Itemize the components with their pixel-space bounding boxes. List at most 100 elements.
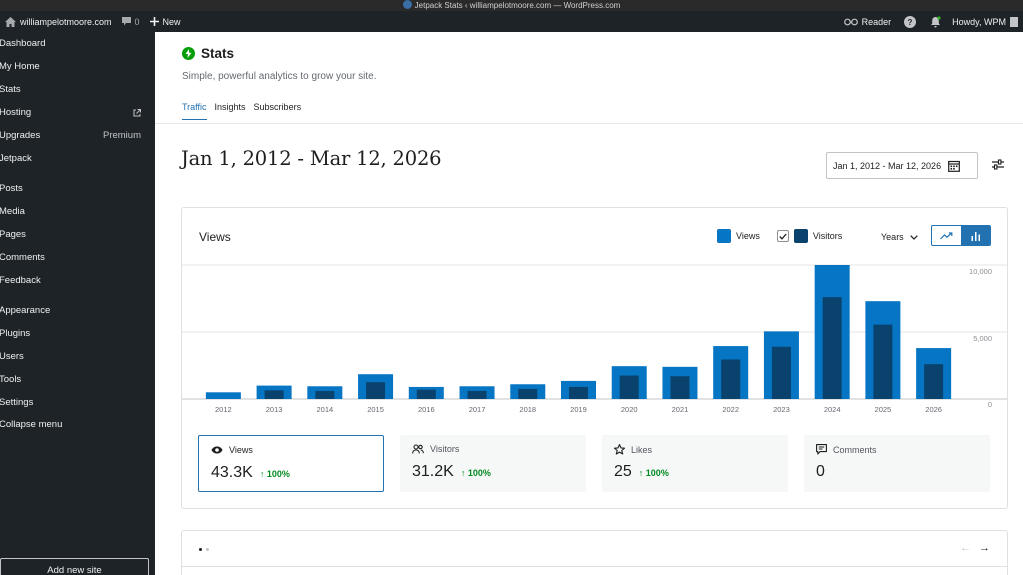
stat-card-views[interactable]: Views 43.3K ↑ 100%	[198, 435, 384, 492]
line-chart-toggle[interactable]	[932, 226, 961, 245]
visitors-bar	[721, 359, 741, 399]
sidebar-item-pages[interactable]: Pages	[0, 226, 155, 244]
stat-label: Visitors	[430, 444, 460, 454]
card-divider	[182, 566, 1007, 567]
stats-summary-row: Views 43.3K ↑ 100% Visitors 31.2K ↑ 100%	[198, 435, 990, 492]
sidebar-item-label: Tools	[0, 374, 22, 385]
sidebar-item-hosting[interactable]: Hosting	[0, 104, 155, 122]
x-tick-label: 2018	[519, 405, 536, 414]
sidebar-item-label: Settings	[0, 397, 34, 408]
visitors-bar	[619, 375, 639, 399]
next-arrow-icon[interactable]: →	[979, 542, 990, 554]
sidebar-item-plugins[interactable]: Plugins	[0, 325, 155, 343]
sidebar-item-comments[interactable]: Comments	[0, 249, 155, 267]
site-name: williampelotmoore.com	[20, 16, 112, 27]
tab-traffic[interactable]: Traffic	[182, 102, 207, 120]
visitors-bar	[264, 390, 284, 399]
period-select[interactable]: Years	[881, 232, 918, 242]
sidebar-item-appearance[interactable]: Appearance	[0, 302, 155, 320]
line-chart-icon	[940, 231, 953, 239]
reader-link[interactable]: Reader	[839, 11, 897, 32]
comment-bubble-icon	[121, 17, 131, 26]
account-menu[interactable]: Howdy, WPM	[947, 11, 1023, 32]
sidebar-item-dashboard[interactable]: Dashboard	[0, 35, 155, 53]
sidebar-item-media[interactable]: Media	[0, 203, 155, 221]
stat-value: 25	[614, 463, 632, 480]
comments-count: 0	[134, 16, 140, 27]
sidebar-item-feedback[interactable]: Feedback	[0, 272, 155, 290]
sidebar-item-label: Dashboard	[0, 38, 46, 49]
chart-card-title: Views	[199, 230, 231, 244]
sidebar-item-upgrades[interactable]: Upgrades Premium	[0, 127, 155, 145]
stat-label-row: Likes	[614, 444, 776, 455]
date-range-heading: Jan 1, 2012 - Mar 12, 2026	[181, 147, 442, 170]
sidebar-item-posts[interactable]: Posts	[0, 180, 155, 198]
svg-text:?: ?	[908, 18, 913, 27]
x-tick-label: 2024	[824, 405, 841, 414]
new-label: New	[162, 16, 181, 27]
chart-legend: Views Visitors	[717, 229, 842, 243]
help-button[interactable]: ?	[896, 11, 924, 32]
y-tick-label: 5,000	[973, 334, 992, 343]
stat-card-visitors[interactable]: Visitors 31.2K ↑ 100%	[400, 435, 586, 492]
sidebar-item-jetpack[interactable]: Jetpack	[0, 150, 155, 168]
sidebar-item-users[interactable]: Users	[0, 348, 155, 366]
avatar	[1010, 16, 1018, 27]
chart-type-toggle	[931, 225, 991, 246]
bar-chart-toggle[interactable]	[961, 226, 990, 245]
tab-insights[interactable]: Insights	[214, 102, 246, 112]
highlights-card: ← →	[181, 530, 1008, 575]
stat-change: ↑ 100%	[638, 468, 669, 478]
previous-arrow-icon[interactable]: ←	[960, 542, 971, 554]
stat-card-comments[interactable]: Comments 0	[804, 435, 990, 492]
stat-change: ↑ 100%	[460, 468, 491, 478]
howdy-label: Howdy, WPM	[952, 16, 1006, 27]
plus-icon	[149, 17, 159, 26]
stat-value-row: 0	[816, 463, 825, 481]
visitors-bar	[924, 364, 944, 399]
visitors-checkbox[interactable]	[776, 230, 789, 242]
reader-label: Reader	[861, 16, 892, 27]
sidebar-item-label: Upgrades	[0, 130, 41, 141]
visitors-bar	[569, 386, 588, 399]
carousel-dot[interactable]	[199, 548, 202, 551]
page-title-text: Stats	[201, 46, 235, 61]
window-title: Jetpack Stats ‹ williampelotmoore.com — …	[414, 1, 621, 10]
visitors-bar	[467, 390, 487, 399]
stat-value: 31.2K	[412, 463, 454, 480]
y-tick-label: 0	[988, 400, 992, 409]
stat-card-likes[interactable]: Likes 25 ↑ 100%	[602, 435, 788, 492]
tab-subscribers[interactable]: Subscribers	[253, 102, 302, 112]
add-new-site-button[interactable]: Add new site	[0, 558, 149, 575]
home-icon	[5, 16, 16, 27]
site-name-link[interactable]: williampelotmoore.com	[0, 11, 117, 32]
collapse-menu-button[interactable]: Collapse menu	[0, 416, 155, 434]
sidebar-item-label: My Home	[0, 61, 40, 72]
stat-value: 0	[816, 463, 825, 480]
sidebar-item-label: Media	[0, 206, 25, 217]
stat-change: ↑ 100%	[259, 469, 290, 479]
comments-link[interactable]: 0	[117, 11, 145, 32]
visitors-bar	[822, 297, 842, 399]
reader-glasses-icon	[843, 18, 858, 25]
date-range-picker[interactable]: Jan 1, 2012 - Mar 12, 2026	[826, 152, 978, 179]
notifications-button[interactable]	[924, 11, 947, 32]
sidebar-item-settings[interactable]: Settings	[0, 394, 155, 412]
views-bar-chart: 0 5,000 10,000 2012 2013 2014 2015 2016 2017 2018…	[182, 264, 1007, 414]
x-tick-label: 2025	[875, 405, 892, 414]
visitors-bar	[366, 382, 386, 399]
new-content-link[interactable]: New	[145, 11, 186, 32]
legend-visitors-label: Visitors	[812, 231, 843, 241]
stat-label: Likes	[631, 444, 653, 455]
sidebar-item-my-home[interactable]: My Home	[0, 58, 155, 76]
sidebar-item-label: Stats	[0, 84, 21, 95]
settings-sliders-icon[interactable]	[992, 159, 1004, 170]
sidebar-item-tools[interactable]: Tools	[0, 371, 155, 389]
sidebar-item-stats[interactable]: Stats	[0, 81, 155, 99]
visitors-bar	[315, 390, 335, 399]
page-title: Stats	[182, 46, 234, 61]
carousel-dot[interactable]	[206, 548, 209, 551]
sidebar-item-label: Posts	[0, 183, 23, 194]
stat-label-row: Views	[211, 445, 371, 455]
carousel-dots	[199, 548, 209, 551]
